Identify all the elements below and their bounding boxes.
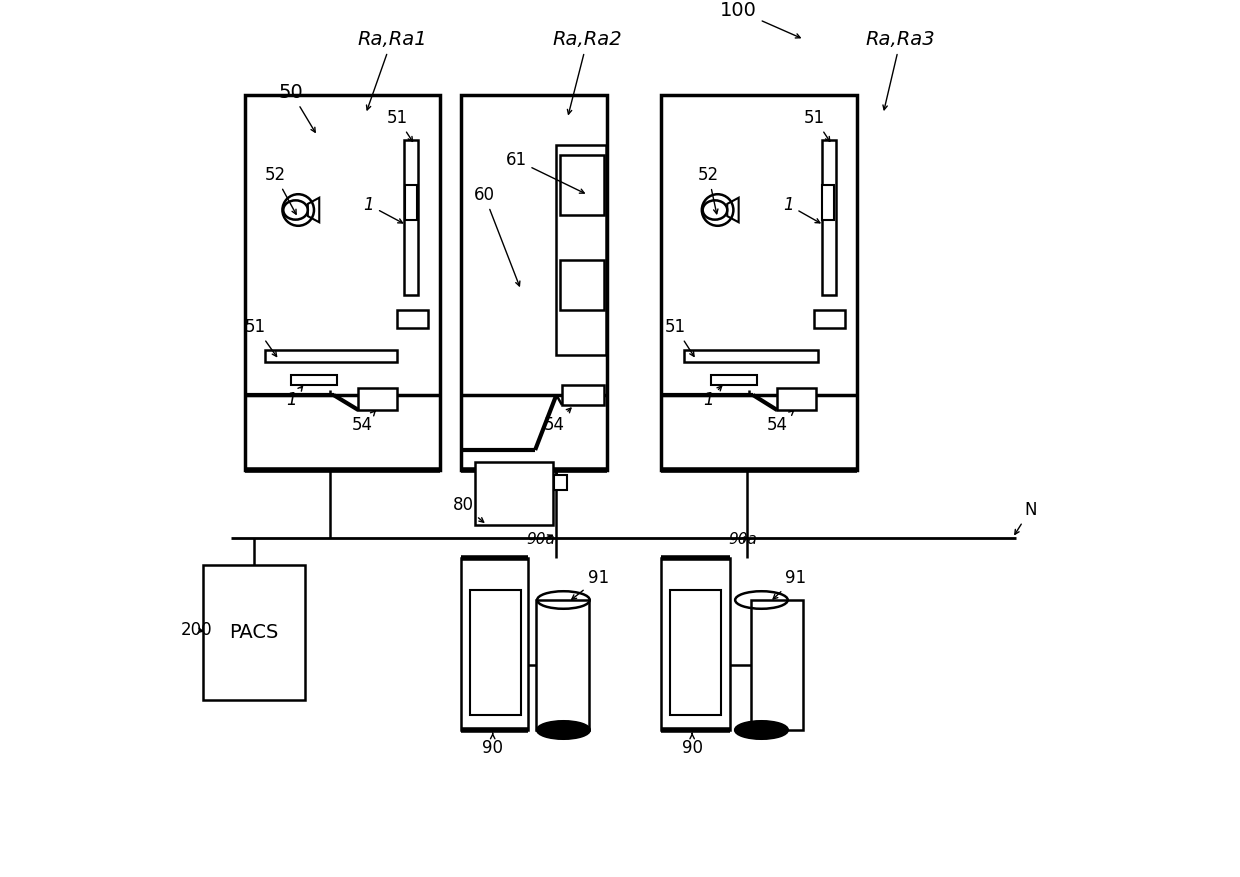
Bar — [553, 475, 567, 490]
Bar — [470, 590, 521, 715]
Text: 1: 1 — [363, 196, 403, 223]
Text: 200: 200 — [181, 621, 213, 639]
Bar — [822, 185, 835, 220]
Text: 90a: 90a — [526, 532, 556, 547]
Bar — [777, 388, 816, 410]
Text: Ra,Ra2: Ra,Ra2 — [553, 30, 622, 114]
Text: 52: 52 — [264, 166, 296, 214]
Text: 90a: 90a — [728, 532, 756, 547]
Bar — [661, 558, 729, 730]
Bar — [711, 375, 756, 385]
Bar — [670, 590, 722, 715]
Bar — [560, 260, 604, 310]
Text: 50: 50 — [279, 82, 315, 132]
Text: 60: 60 — [474, 186, 520, 286]
Bar — [560, 155, 604, 215]
Bar — [358, 388, 397, 410]
Text: 90: 90 — [482, 733, 503, 757]
Text: N: N — [1014, 501, 1037, 534]
Bar — [557, 145, 606, 355]
Text: 91: 91 — [572, 569, 609, 599]
Text: 51: 51 — [804, 109, 830, 141]
Text: 80: 80 — [453, 496, 484, 522]
Text: 1: 1 — [782, 196, 820, 223]
Bar — [661, 95, 857, 470]
Bar — [475, 462, 553, 525]
Text: Ra,Ra1: Ra,Ra1 — [357, 30, 427, 110]
Text: 52: 52 — [698, 166, 719, 214]
Bar — [562, 385, 604, 405]
Text: 54: 54 — [351, 411, 376, 434]
Text: Ra,Ra3: Ra,Ra3 — [866, 30, 935, 110]
Text: 54: 54 — [766, 410, 794, 434]
Bar — [822, 140, 836, 295]
Bar — [202, 565, 305, 700]
Text: 91: 91 — [773, 569, 806, 599]
Bar — [461, 558, 528, 730]
Bar — [265, 350, 397, 362]
Text: 90: 90 — [682, 733, 703, 757]
Text: 51: 51 — [387, 109, 413, 141]
Bar — [536, 600, 589, 730]
Text: 51: 51 — [246, 318, 277, 356]
Bar — [291, 375, 337, 385]
Text: 100: 100 — [720, 1, 800, 38]
Bar — [405, 185, 417, 220]
Text: 51: 51 — [665, 318, 694, 356]
Ellipse shape — [735, 721, 787, 738]
Text: 61: 61 — [506, 151, 584, 193]
Text: 54: 54 — [543, 408, 570, 434]
Bar — [815, 310, 844, 328]
Text: 1: 1 — [285, 387, 303, 409]
Bar — [461, 95, 608, 470]
Ellipse shape — [537, 721, 590, 738]
Bar — [246, 95, 440, 470]
Text: PACS: PACS — [229, 623, 278, 641]
Bar — [404, 140, 418, 295]
Bar — [751, 600, 804, 730]
Bar — [683, 350, 818, 362]
Bar — [397, 310, 428, 328]
Text: 1: 1 — [703, 386, 722, 409]
